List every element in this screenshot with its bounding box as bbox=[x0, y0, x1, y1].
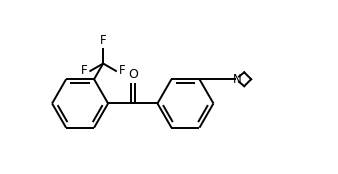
Text: F: F bbox=[100, 34, 106, 47]
Text: N: N bbox=[233, 73, 242, 86]
Text: F: F bbox=[119, 64, 125, 77]
Text: O: O bbox=[128, 68, 138, 81]
Text: F: F bbox=[81, 64, 88, 77]
